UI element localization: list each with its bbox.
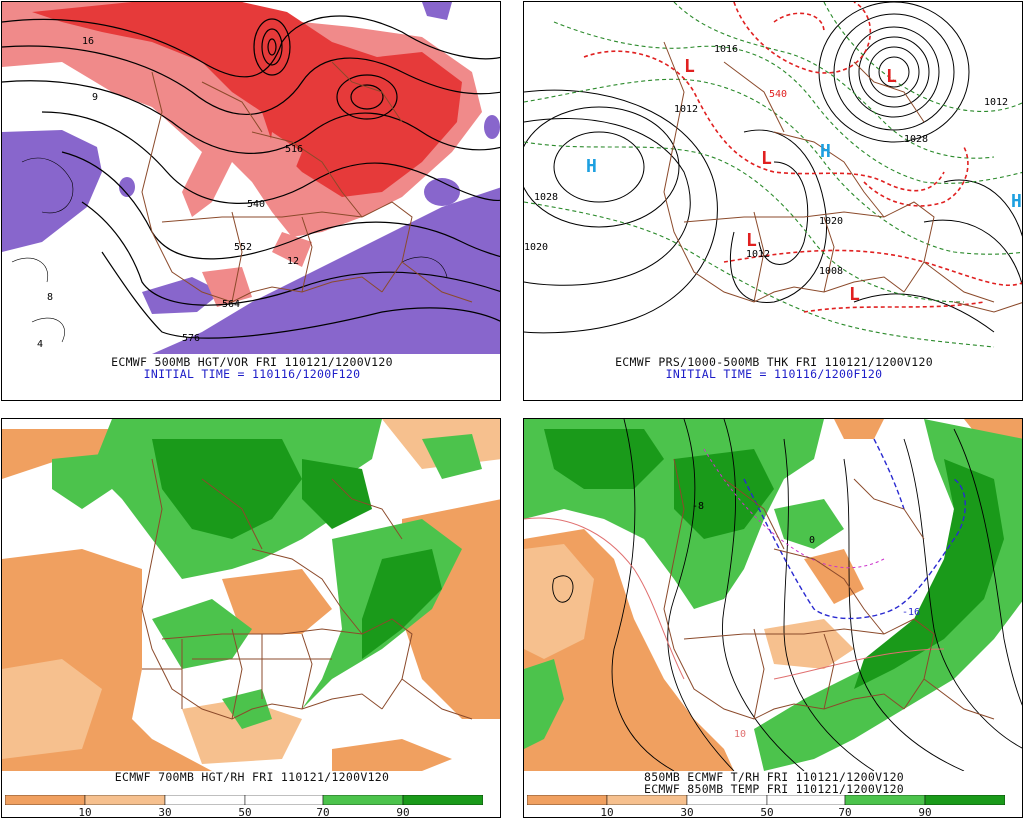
panel-title: 850MB ECMWF T/RH FRI 110121/1200V120 <box>643 770 905 784</box>
low-pressure-marker: L <box>684 56 695 77</box>
high-pressure-marker: H <box>820 141 831 162</box>
legend-tick: 50 <box>238 806 252 818</box>
isotherm-label: -8 <box>692 501 704 512</box>
rh-color-legend <box>5 795 483 805</box>
isobar-label: 1020 <box>819 216 843 227</box>
isotherm-label: 0 <box>809 535 815 546</box>
panel-850mb-temp-rh: -16 0 -8 10 850MB ECMWF T/RH FRI 110121/… <box>523 418 1023 818</box>
panel-subtitle: INITIAL TIME = 110116/1200F120 <box>665 367 883 381</box>
isotherm-label: 10 <box>734 729 746 740</box>
low-pressure-marker: L <box>886 66 897 87</box>
panel-title: ECMWF 500MB HGT/VOR FRI 110121/1200V120 <box>111 355 393 369</box>
isotherm-label: -16 <box>902 607 920 618</box>
rh-legend-ticks: 10 30 50 70 90 <box>5 807 483 818</box>
relative-humidity-map <box>2 419 500 771</box>
panel-title: ECMWF PRS/1000-500MB THK FRI 110121/1200… <box>615 355 933 369</box>
panel-title: ECMWF 700MB HGT/RH FRI 110121/1200V120 <box>114 770 390 784</box>
map-label: 8 <box>47 292 53 303</box>
legend-tick: 10 <box>600 806 614 818</box>
map-label: 564 <box>222 299 240 310</box>
legend-tick: 50 <box>760 806 774 818</box>
temperature-rh-map: -16 0 -8 10 <box>524 419 1022 771</box>
map-label: 16 <box>82 36 94 47</box>
isobar-label: 1020 <box>524 242 548 253</box>
legend-tick: 70 <box>316 806 330 818</box>
panel-subtitle: ECMWF 850MB TEMP FRI 110121/1200V120 <box>643 782 905 796</box>
legend-tick: 70 <box>838 806 852 818</box>
isobar-label: 1012 <box>746 249 770 260</box>
panel-subtitle: INITIAL TIME = 110116/1200F120 <box>143 367 361 381</box>
legend-tick: 90 <box>396 806 410 818</box>
legend-tick: 10 <box>78 806 92 818</box>
map-label: 9 <box>92 92 98 103</box>
panel-pressure-thickness: 1028 1020 1020 1012 1016 1012 1012 1008 … <box>523 1 1023 401</box>
rh-color-legend <box>527 795 1005 805</box>
rh-legend-ticks: 10 30 50 70 90 <box>527 807 1005 818</box>
legend-tick: 90 <box>918 806 932 818</box>
thickness-label: 540 <box>769 89 787 100</box>
isobar-label: 1012 <box>984 97 1008 108</box>
pressure-thickness-map: 1028 1020 1020 1012 1016 1012 1012 1008 … <box>524 2 1022 354</box>
map-label: 12 <box>287 256 299 267</box>
high-pressure-marker: H <box>586 156 597 177</box>
high-pressure-marker: H <box>1011 191 1022 212</box>
map-label: 516 <box>285 144 303 155</box>
panel-500mb-height-vorticity: 16 9 516 540 552 12 564 576 4 8 ECMWF 50… <box>1 1 501 401</box>
isobar-label: 1016 <box>714 44 738 55</box>
low-pressure-marker: L <box>849 284 860 305</box>
isobar-label: 1028 <box>904 134 928 145</box>
map-label: 552 <box>234 242 252 253</box>
map-label: 540 <box>247 199 265 210</box>
legend-tick: 30 <box>158 806 172 818</box>
isobar-label: 1008 <box>819 266 843 277</box>
map-label: 576 <box>182 333 200 344</box>
vorticity-map: 16 9 516 540 552 12 564 576 4 8 <box>2 2 500 354</box>
isobar-label: 1012 <box>674 104 698 115</box>
isobar-label: 1028 <box>534 192 558 203</box>
legend-tick: 30 <box>680 806 694 818</box>
low-pressure-marker: L <box>761 148 772 169</box>
low-pressure-marker: L <box>746 230 757 251</box>
panel-700mb-height-rh: ECMWF 700MB HGT/RH FRI 110121/1200V120 1… <box>1 418 501 818</box>
map-label: 4 <box>37 339 43 350</box>
